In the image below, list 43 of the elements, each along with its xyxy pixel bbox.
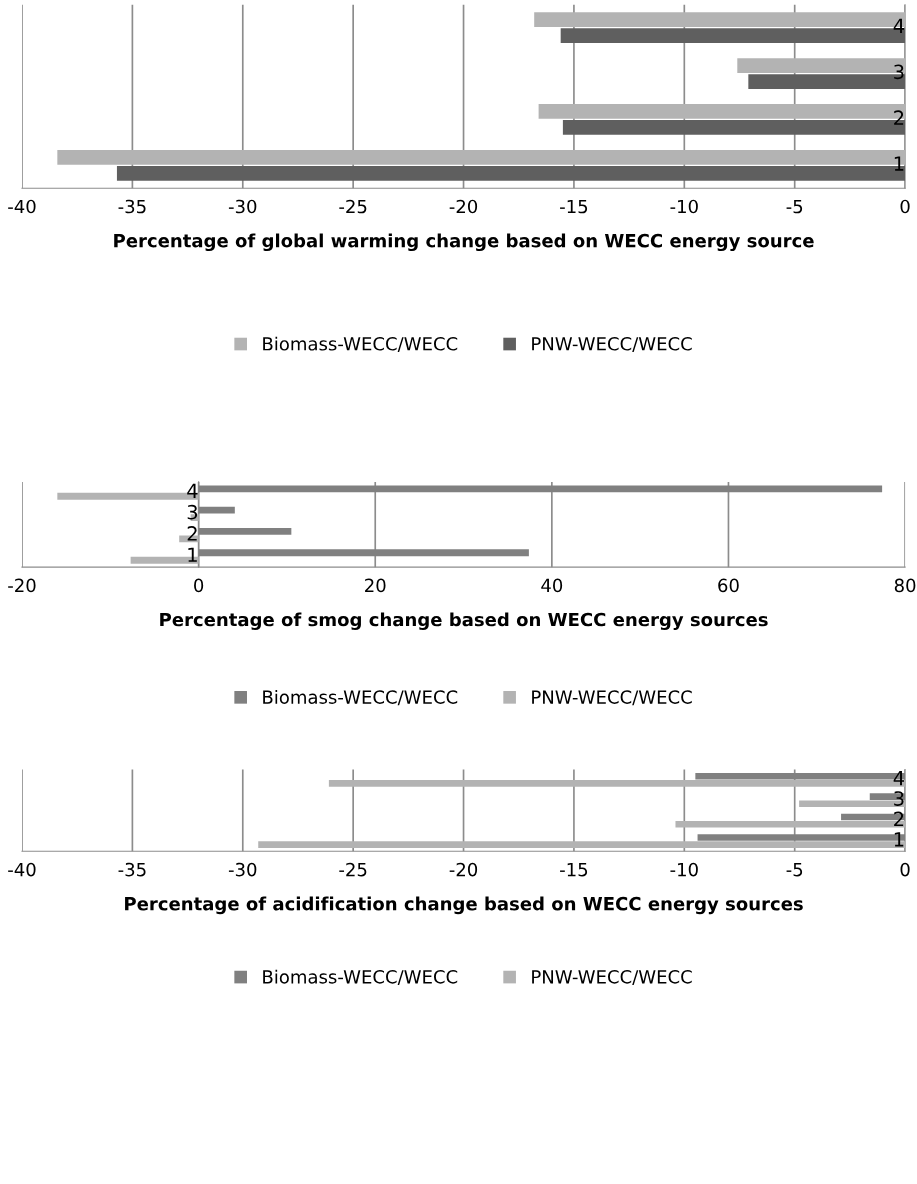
x-tick-label: -20 <box>449 199 478 214</box>
x-tick-label: 0 <box>900 199 910 214</box>
x-tick-label: -35 <box>118 862 146 877</box>
legend-label: Biomass-WECC/WECC <box>263 336 458 353</box>
y-tick-label: 4 <box>187 483 198 498</box>
y-tick-label: 1 <box>894 156 904 171</box>
x-tick-label: 80 <box>894 578 916 593</box>
legend-label: PNW-WECC/WECC <box>532 336 692 353</box>
x-tick-label: -5 <box>786 199 803 214</box>
x-tick-label: -10 <box>670 199 698 214</box>
y-tick-label: 4 <box>893 771 904 786</box>
x-tick-label: 20 <box>365 578 386 593</box>
x-tick-label: -5 <box>786 862 803 877</box>
x-tick-label: -25 <box>339 862 367 877</box>
y-tick-label: 2 <box>894 110 904 125</box>
x-tick-label: -25 <box>339 199 367 214</box>
x-tick-label: -30 <box>228 862 257 877</box>
legend-label: PNW-WECC/WECC <box>532 690 692 706</box>
x-tick-label: -20 <box>8 578 36 593</box>
x-tick-label: -40 <box>8 199 36 214</box>
legend-label: Biomass-WECC/WECC <box>263 969 458 986</box>
legend-label: Biomass-WECC/WECC <box>263 689 458 706</box>
x-tick-label: -15 <box>560 199 588 214</box>
x-tick-label: 0 <box>194 578 204 593</box>
x-tick-label: -10 <box>670 862 698 877</box>
x-tick-label: -40 <box>8 862 36 877</box>
y-tick-label: 1 <box>894 832 904 847</box>
y-tick-label: 1 <box>188 547 197 562</box>
x-tick-label: 60 <box>718 578 739 593</box>
y-tick-label: 2 <box>187 526 197 541</box>
x-tick-label: 40 <box>541 578 563 593</box>
x-tick-label: -15 <box>560 862 588 877</box>
y-tick-label: 4 <box>893 18 904 34</box>
x-tick-label: 0 <box>900 862 910 877</box>
x-tick-label: -20 <box>449 862 478 877</box>
x-tick-label: -30 <box>228 199 257 214</box>
x-axis-title: Percentage of smog change based on WECC energy sources <box>160 612 768 630</box>
x-axis-title: Percentage of acidification change based on WECC energy sources <box>125 896 803 915</box>
legend-label: PNW-WECC/WECC <box>532 969 692 986</box>
y-tick-label: 3 <box>894 64 904 80</box>
x-tick-label: -35 <box>118 199 146 214</box>
y-tick-label: 3 <box>187 504 198 520</box>
x-axis-title: Percentage of global warming change based on WECC energy source <box>114 233 814 252</box>
